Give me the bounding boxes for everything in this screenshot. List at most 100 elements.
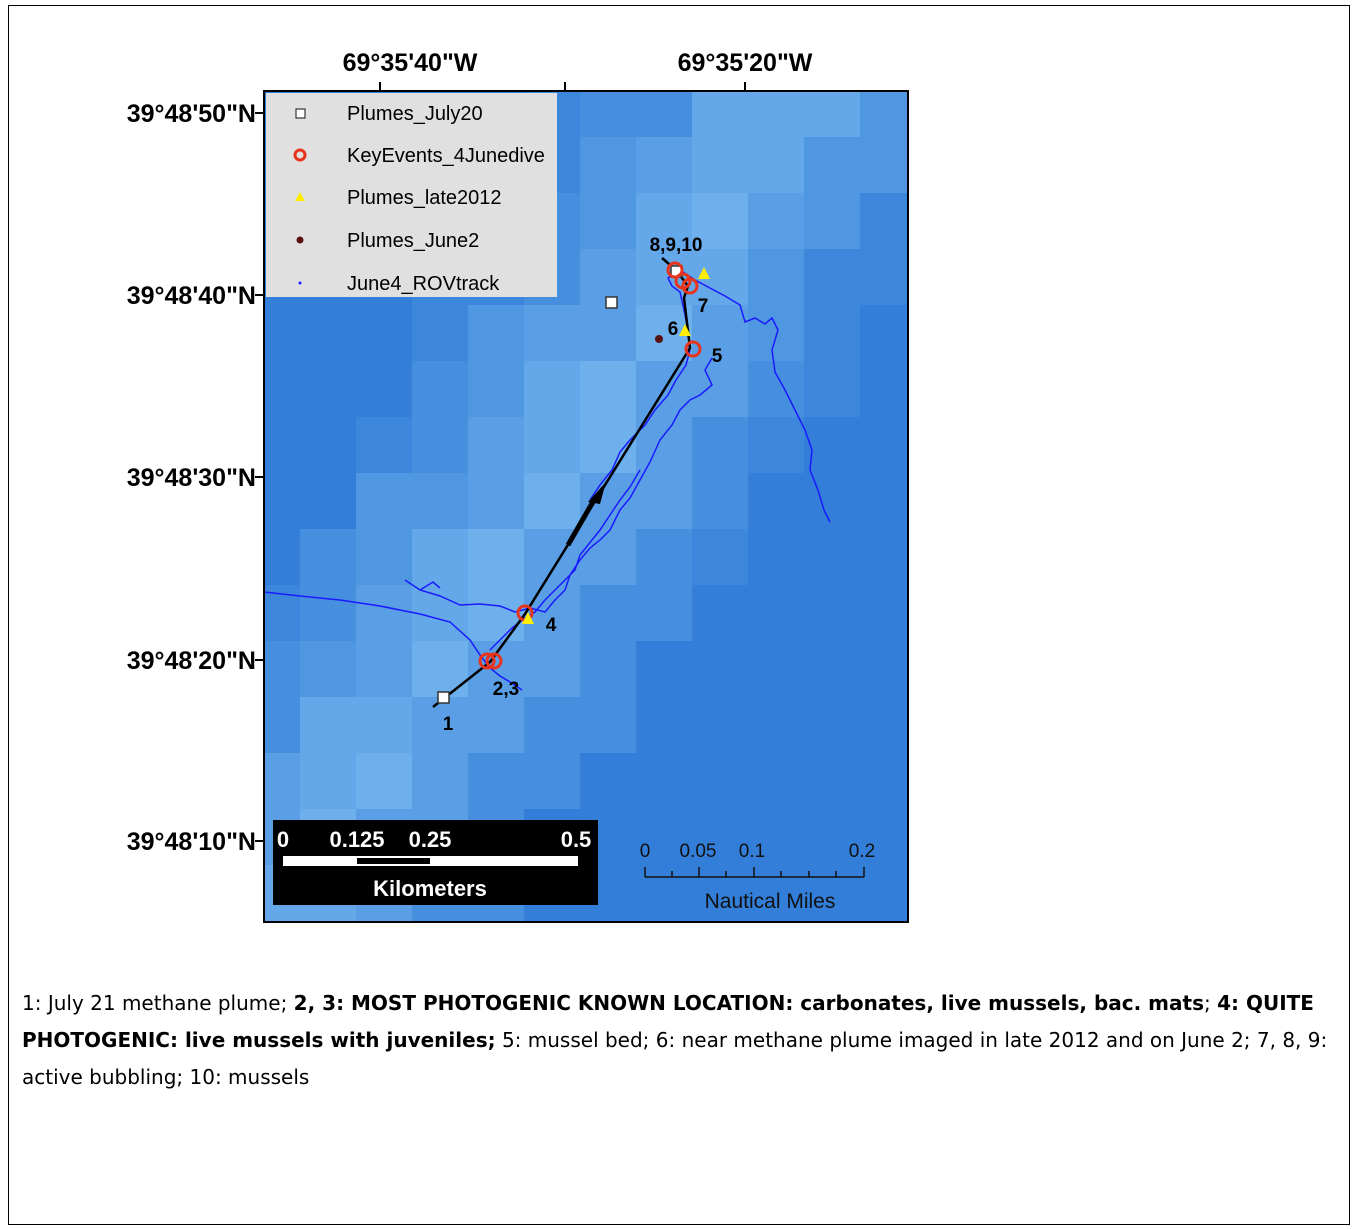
depth-cell [580, 753, 637, 810]
caption-segment: 1: July 21 methane plume; [22, 991, 287, 1015]
depth-cell [860, 921, 917, 978]
scale-tick-label: 0 [640, 841, 651, 862]
depth-cell [300, 585, 357, 642]
caption-segment: ; [1204, 991, 1211, 1015]
scale-tick-label: 0.25 [409, 827, 452, 852]
scale-tick-label: 0.5 [561, 827, 592, 852]
depth-cell [244, 697, 301, 754]
depth-cell [300, 473, 357, 530]
depth-cell [412, 417, 469, 474]
y-axis-label: 39°48'30"N [127, 464, 256, 492]
depth-cell [804, 137, 861, 194]
depth-cell [804, 361, 861, 418]
legend: Plumes_July20 KeyEvents_4Junedive Plumes… [266, 93, 557, 297]
depth-cell [692, 473, 749, 530]
depth-cell [636, 473, 693, 530]
depth-cell [356, 753, 413, 810]
depth-cell [356, 473, 413, 530]
depth-cell [804, 473, 861, 530]
depth-cell [300, 641, 357, 698]
depth-cell [524, 697, 581, 754]
x-axis-label: 69°35'20"W [678, 49, 813, 77]
depth-cell [524, 305, 581, 362]
scale-tick-label: 0.05 [680, 841, 717, 862]
depth-cell [804, 193, 861, 250]
depth-cell [356, 697, 413, 754]
depth-cell [692, 417, 749, 474]
depth-cell [300, 417, 357, 474]
depth-cell [580, 697, 637, 754]
depth-cell [524, 361, 581, 418]
depth-cell [748, 249, 805, 306]
point-label: 4 [546, 615, 557, 636]
depth-cell [412, 305, 469, 362]
depth-cell [244, 921, 301, 978]
depth-cell [244, 305, 301, 362]
caption: 1: July 21 methane plume; 2, 3: MOST PHO… [22, 985, 1332, 1096]
point-label: 2,3 [493, 679, 519, 700]
point-label: 5 [712, 346, 723, 367]
depth-cell [300, 529, 357, 586]
point-label: 7 [698, 296, 709, 317]
legend-label: KeyEvents_4Junedive [347, 145, 545, 167]
caption-segment: 2, 3: MOST PHOTOGENIC KNOWN LOCATION: ca… [294, 991, 1204, 1015]
depth-cell [692, 81, 749, 138]
scale-tick-label: 0.125 [329, 827, 384, 852]
depth-cell [412, 921, 469, 978]
scale-bar-km: 0 0.125 0.25 0.5 Kilometers [273, 820, 598, 905]
depth-cell [524, 641, 581, 698]
point-label: 8,9,10 [650, 235, 703, 256]
depth-cell [244, 361, 301, 418]
point-label: 6 [668, 319, 679, 340]
legend-label: Plumes_July20 [347, 103, 483, 125]
depth-cell [804, 81, 861, 138]
depth-cell [692, 137, 749, 194]
scale-unit: Kilometers [373, 876, 487, 901]
depth-cell [300, 753, 357, 810]
depth-cell [804, 753, 861, 810]
legend-label: Plumes_late2012 [347, 187, 502, 209]
depth-cell [804, 585, 861, 642]
depth-cell [804, 697, 861, 754]
depth-cell [356, 529, 413, 586]
page: 69°35'40"W 69°35'20"W 39°48'50"N 39°48'4… [0, 0, 1356, 1230]
y-axis-label: 39°48'20"N [127, 647, 256, 675]
depth-cell [356, 921, 413, 978]
depth-cell [468, 753, 525, 810]
depth-cell [636, 697, 693, 754]
depth-cell [356, 641, 413, 698]
depth-cell [748, 81, 805, 138]
depth-cell [412, 641, 469, 698]
scale-unit: Nautical Miles [705, 890, 836, 913]
depth-cell [748, 193, 805, 250]
depth-cell [804, 305, 861, 362]
depth-cell [356, 585, 413, 642]
depth-cell [300, 305, 357, 362]
depth-cell [692, 361, 749, 418]
depth-cell [636, 585, 693, 642]
x-axis-label: 69°35'40"W [343, 49, 478, 77]
y-axis-label: 39°48'40"N [127, 282, 256, 310]
depth-cell [244, 529, 301, 586]
depth-cell [468, 417, 525, 474]
depth-cell [748, 529, 805, 586]
depth-cell [524, 417, 581, 474]
depth-cell [244, 753, 301, 810]
depth-cell [412, 361, 469, 418]
depth-cell [412, 697, 469, 754]
depth-cell [580, 641, 637, 698]
depth-cell [580, 81, 637, 138]
depth-cell [580, 529, 637, 586]
depth-cell [468, 361, 525, 418]
depth-cell [468, 697, 525, 754]
depth-cell [580, 137, 637, 194]
depth-cell [748, 921, 805, 978]
depth-cell [692, 641, 749, 698]
depth-cell [412, 473, 469, 530]
depth-cell [748, 641, 805, 698]
scale-tick-label: 0 [277, 827, 289, 852]
map: 69°35'40"W 69°35'20"W 39°48'50"N 39°48'4… [0, 0, 1356, 980]
depth-cell [468, 529, 525, 586]
depth-cell [356, 417, 413, 474]
y-axis-label: 39°48'50"N [127, 100, 256, 128]
